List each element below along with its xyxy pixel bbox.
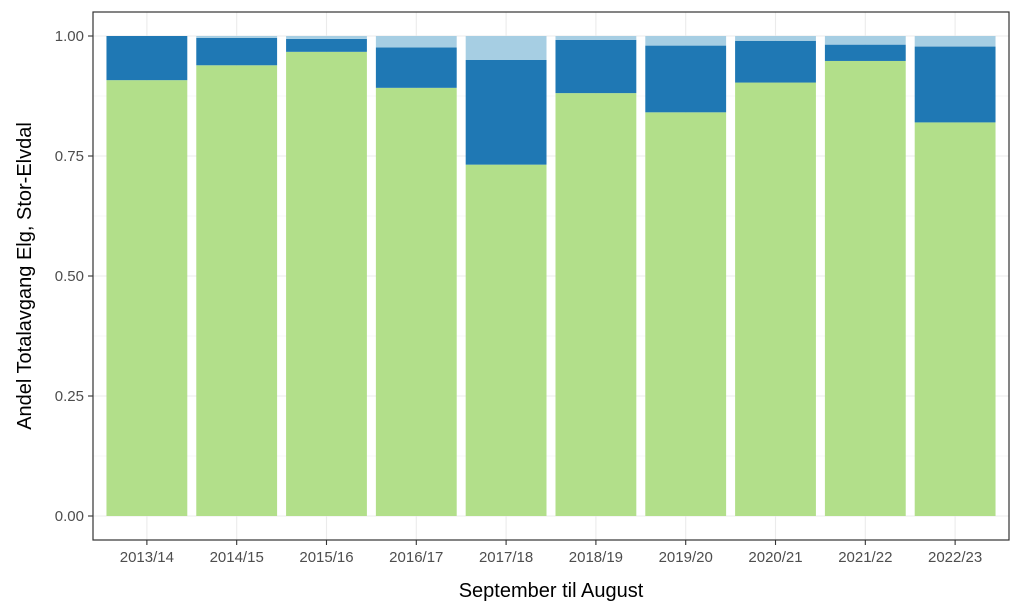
x-tick-label: 2017/18 bbox=[479, 549, 533, 566]
bar-segment-2 bbox=[914, 46, 996, 123]
x-tick-label: 2016/17 bbox=[389, 549, 443, 566]
bar-segment-3 bbox=[555, 36, 637, 40]
bar-segment-2 bbox=[735, 40, 816, 83]
x-tick-label: 2013/14 bbox=[120, 549, 174, 566]
x-tick-label: 2019/20 bbox=[659, 549, 713, 566]
bar-segment-1 bbox=[735, 82, 816, 516]
bar-segment-2 bbox=[375, 47, 457, 88]
y-tick-label: 0.25 bbox=[55, 388, 84, 405]
bars bbox=[106, 36, 996, 517]
x-tick-label: 2020/21 bbox=[748, 549, 802, 566]
bar-segment-1 bbox=[645, 112, 727, 516]
bar-segment-2 bbox=[465, 60, 547, 165]
bar-segment-3 bbox=[735, 36, 816, 41]
bar-segment-1 bbox=[196, 65, 278, 516]
bar-segment-2 bbox=[286, 38, 367, 52]
y-tick-label: 0.50 bbox=[55, 268, 84, 285]
x-tick-label: 2021/22 bbox=[838, 549, 892, 566]
x-tick-label: 2014/15 bbox=[210, 549, 264, 566]
bar-segment-1 bbox=[914, 122, 996, 517]
y-tick-label: 0.00 bbox=[55, 508, 84, 525]
bar-segment-1 bbox=[555, 93, 637, 517]
x-tick-label: 2015/16 bbox=[299, 549, 353, 566]
bar-segment-3 bbox=[645, 36, 727, 46]
bar-segment-2 bbox=[645, 45, 727, 113]
x-tick-label: 2022/23 bbox=[928, 549, 982, 566]
bar-segment-2 bbox=[555, 39, 637, 94]
bar-segment-1 bbox=[375, 87, 457, 516]
bar-segment-3 bbox=[824, 36, 906, 45]
bar-segment-3 bbox=[375, 36, 457, 48]
x-tick-label: 2018/19 bbox=[569, 549, 623, 566]
x-axis-title: September til August bbox=[459, 580, 644, 602]
bar-segment-3 bbox=[465, 36, 547, 60]
bar-segment-2 bbox=[824, 44, 906, 61]
bar-segment-3 bbox=[914, 36, 996, 47]
bar-segment-3 bbox=[286, 36, 367, 39]
y-tick-label: 1.00 bbox=[55, 28, 84, 45]
y-axis: 0.00 0.25 0.50 0.75 1.00 bbox=[55, 28, 93, 525]
bar-segment-1 bbox=[465, 164, 547, 516]
bar-segment-3 bbox=[196, 36, 278, 38]
bar-segment-1 bbox=[106, 80, 188, 516]
bar-segment-2 bbox=[196, 37, 278, 66]
y-tick-label: 0.75 bbox=[55, 148, 84, 165]
bar-segment-1 bbox=[824, 60, 906, 517]
y-axis-title: Andel Totalavgang Elg, Stor-Elvdal bbox=[14, 122, 36, 430]
x-axis: 2013/14 2014/15 2015/16 2016/17 2017/18 2018/… bbox=[120, 540, 982, 566]
bar-segment-2 bbox=[106, 36, 188, 81]
bar-segment-1 bbox=[286, 51, 367, 517]
